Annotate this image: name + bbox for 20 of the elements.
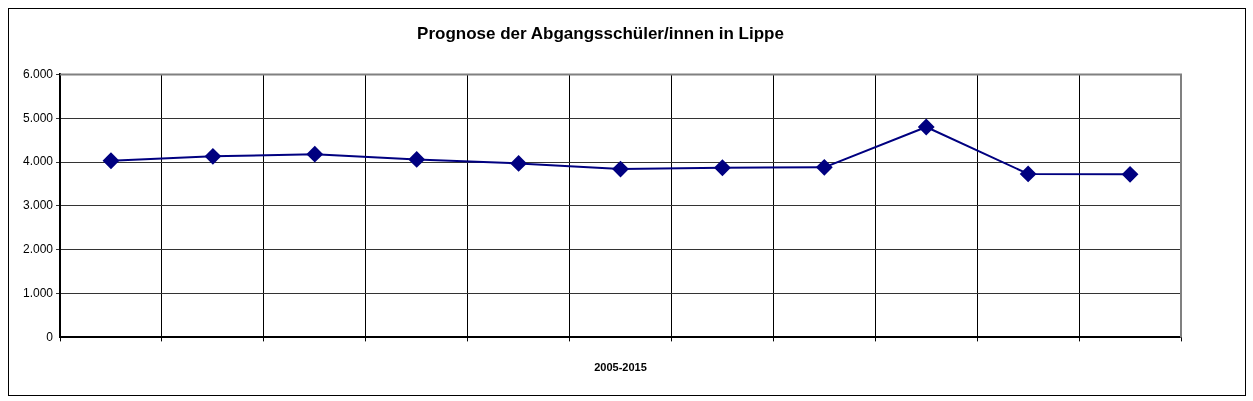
- x-axis-title: 2005-2015: [594, 361, 647, 374]
- point: [714, 159, 731, 176]
- chart-title: Prognose der Abgangsschüler/innen in Lippe: [417, 23, 784, 43]
- y-tick-label: 5.000: [23, 110, 54, 125]
- point: [612, 161, 629, 178]
- y-tick-label: 1.000: [23, 285, 54, 300]
- y-tick-label: 6.000: [23, 66, 54, 81]
- point: [510, 155, 527, 172]
- point: [102, 152, 119, 169]
- point: [204, 148, 221, 165]
- y-tick-label: 3.000: [23, 198, 54, 213]
- y-tick-label: 2.000: [23, 242, 54, 257]
- point: [408, 151, 425, 168]
- y-tick-label: 4.000: [23, 154, 54, 169]
- y-tick-label: 0: [46, 329, 54, 344]
- point: [816, 159, 833, 176]
- point: [306, 146, 323, 163]
- point: [918, 119, 935, 135]
- point: [1122, 166, 1139, 183]
- point: [1020, 165, 1037, 182]
